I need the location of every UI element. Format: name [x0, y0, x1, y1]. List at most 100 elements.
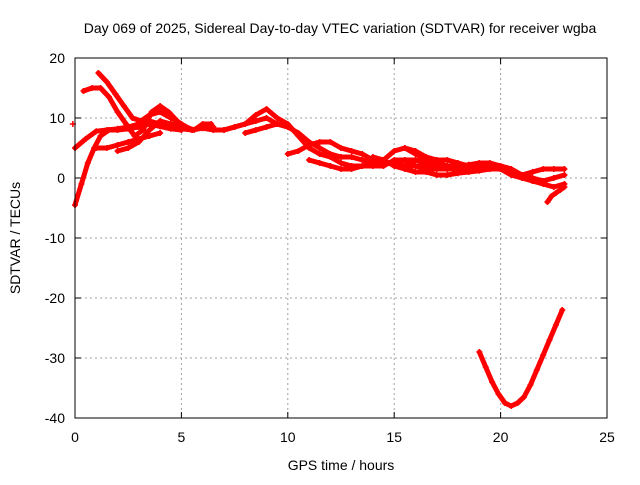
data-point — [412, 169, 419, 175]
data-point — [557, 187, 564, 193]
data-point — [546, 337, 553, 343]
data-point — [78, 181, 85, 187]
data-point — [252, 112, 259, 118]
data-point — [140, 127, 147, 133]
data-point — [401, 166, 408, 172]
data-point — [497, 166, 504, 172]
data-point — [412, 157, 419, 163]
data-point — [114, 142, 121, 148]
data-point — [544, 199, 551, 205]
data-point — [552, 190, 559, 196]
data-point — [120, 103, 127, 109]
y-tick-label: -20 — [45, 290, 65, 306]
data-point — [380, 157, 387, 163]
data-point — [146, 112, 153, 118]
data-point — [540, 166, 547, 172]
data-point — [125, 145, 132, 151]
data-point — [157, 109, 164, 115]
data-point — [95, 70, 102, 76]
data-point — [540, 352, 547, 358]
data-point — [106, 94, 113, 100]
data-point — [295, 130, 302, 136]
series-arc-6 — [114, 118, 206, 154]
data-point — [521, 394, 528, 400]
chart-title: Day 069 of 2025, Sidereal Day-to-day VTE… — [84, 20, 597, 36]
data-point — [199, 124, 206, 130]
data-point — [501, 400, 508, 406]
data-point — [552, 322, 559, 328]
data-point — [129, 115, 136, 121]
data-point — [146, 127, 153, 133]
data-point — [359, 151, 366, 157]
data-point — [391, 163, 398, 169]
data-layer — [69, 70, 568, 409]
data-point — [89, 85, 96, 91]
data-point — [359, 157, 366, 163]
data-point — [433, 163, 440, 169]
x-tick-label: 5 — [178, 429, 186, 445]
data-point — [167, 121, 174, 127]
data-point — [423, 169, 430, 175]
data-point — [137, 118, 144, 124]
data-point — [495, 391, 502, 397]
data-point — [338, 160, 344, 166]
data-point — [316, 160, 323, 166]
data-point — [252, 118, 259, 124]
data-point — [561, 166, 568, 172]
data-point — [518, 175, 525, 181]
data-point — [263, 106, 270, 112]
data-point — [316, 139, 323, 145]
series-line — [402, 145, 567, 190]
series-arc-14 — [476, 307, 566, 409]
grid-layer — [75, 58, 607, 418]
data-point — [114, 125, 121, 132]
data-point — [550, 184, 557, 190]
data-point — [327, 163, 334, 169]
data-point — [476, 349, 483, 355]
data-point — [348, 166, 355, 172]
data-point — [486, 163, 493, 169]
y-tick-label: 0 — [57, 170, 65, 186]
data-point — [274, 121, 281, 127]
data-point — [476, 163, 483, 169]
data-point — [550, 166, 557, 172]
data-point — [433, 172, 440, 178]
data-point — [84, 160, 91, 166]
data-point — [455, 166, 462, 172]
data-point — [514, 400, 521, 406]
data-point — [284, 151, 291, 157]
data-point — [112, 91, 119, 97]
data-point — [550, 175, 557, 181]
data-point — [97, 133, 104, 139]
data-point — [561, 172, 568, 178]
data-point — [527, 382, 534, 388]
data-point — [540, 181, 547, 187]
data-point — [369, 160, 376, 166]
x-tick-label: 15 — [386, 429, 402, 445]
data-point — [338, 166, 344, 172]
series-line — [370, 145, 535, 184]
data-point — [529, 169, 536, 175]
data-point — [359, 163, 366, 169]
data-point — [316, 151, 323, 157]
data-point — [210, 124, 217, 130]
data-point — [263, 124, 270, 130]
data-point — [252, 127, 259, 133]
data-point — [412, 148, 419, 154]
data-point — [178, 124, 185, 130]
data-point — [455, 160, 462, 166]
data-point — [231, 124, 238, 130]
series-line — [476, 307, 565, 409]
y-tick-label: -40 — [45, 410, 65, 426]
data-point — [80, 88, 87, 94]
data-point — [263, 115, 270, 121]
y-tick-label: 20 — [49, 50, 65, 66]
y-tick-label: -10 — [45, 230, 65, 246]
data-point — [97, 85, 104, 91]
data-point — [125, 139, 132, 145]
data-point — [529, 178, 536, 184]
data-point — [489, 379, 496, 385]
data-point — [465, 163, 472, 169]
